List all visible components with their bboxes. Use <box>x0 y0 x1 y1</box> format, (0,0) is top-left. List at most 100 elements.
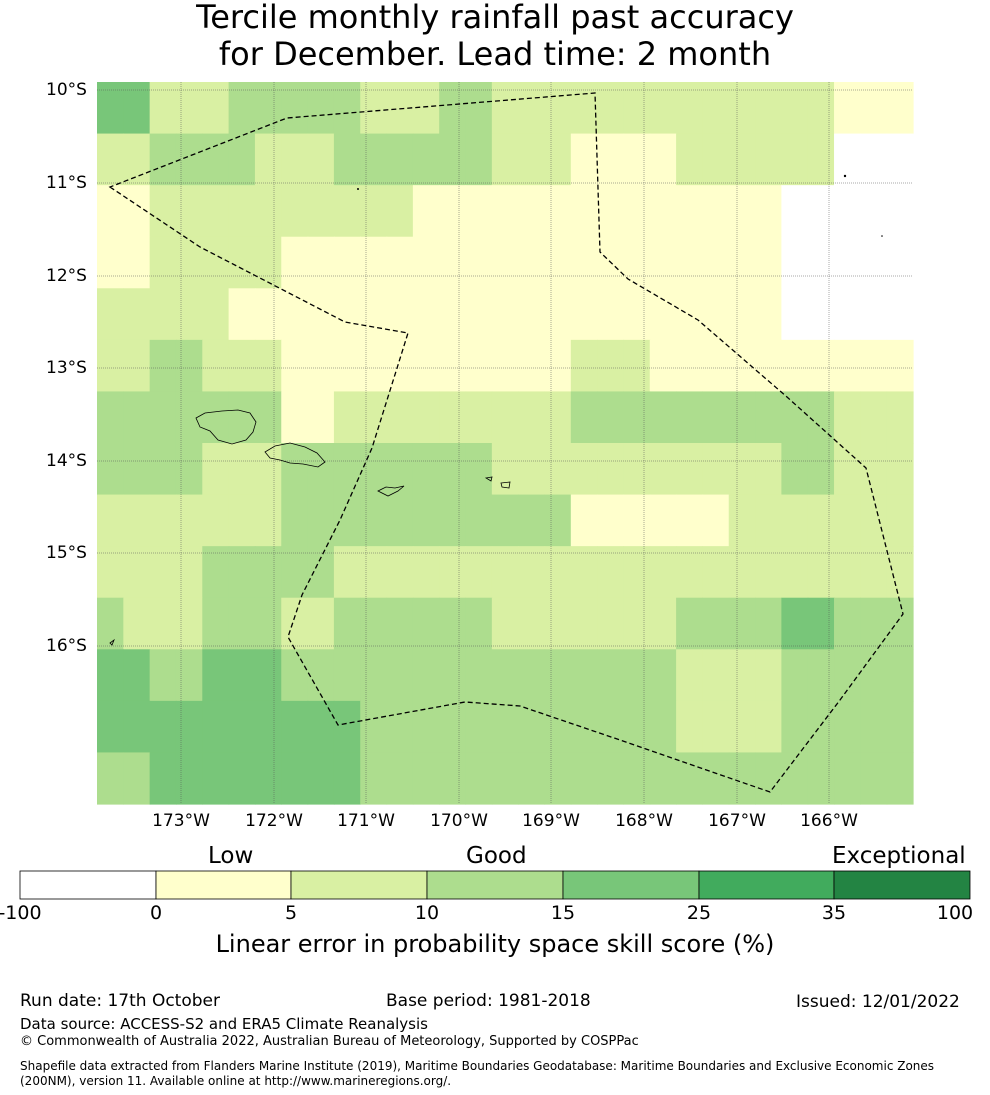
lon-label: 169°W <box>522 811 580 831</box>
grid-cell <box>97 649 124 702</box>
grid-cell <box>307 700 335 754</box>
lat-label: 14°S <box>46 451 87 471</box>
grid-cell <box>702 700 730 754</box>
grid-cell <box>860 546 888 599</box>
grid-cell <box>544 288 572 341</box>
grid-cell <box>728 133 756 186</box>
grid-cell <box>518 649 546 702</box>
grid-cell <box>307 752 335 805</box>
colorbar-tick: 10 <box>414 902 440 924</box>
grid-cell <box>860 288 888 341</box>
grid-cell <box>228 339 256 393</box>
grid-cell <box>886 236 914 289</box>
grid-cell <box>834 82 861 135</box>
grid-cell <box>465 597 493 650</box>
grid-cell <box>175 752 203 805</box>
grid-cell <box>202 82 230 135</box>
grid-cell <box>439 288 467 341</box>
grid-cell <box>886 494 914 547</box>
grid-cell <box>439 339 467 393</box>
grid-cell <box>149 185 177 238</box>
grid-cell <box>728 391 756 444</box>
grid-cell <box>228 133 256 186</box>
grid-cell <box>570 288 598 341</box>
grid-cell <box>360 700 388 754</box>
grid-cell <box>491 82 519 135</box>
grid-cell <box>202 339 230 393</box>
grid-cell <box>491 546 519 599</box>
grid-cell <box>254 236 282 289</box>
grid-cell <box>676 494 704 547</box>
grid-cell <box>228 546 256 599</box>
grid-cell <box>412 185 440 238</box>
lat-label: 15°S <box>46 543 87 563</box>
grid-cell <box>597 133 625 186</box>
colorbar-segment <box>833 870 971 900</box>
chart-title-line1: Tercile monthly rainfall past accuracy <box>196 0 794 36</box>
grid-cell <box>465 391 493 444</box>
grid-cell <box>386 185 414 238</box>
grid-cell <box>412 82 440 135</box>
grid-cell <box>623 391 651 444</box>
grid-cell <box>386 494 414 547</box>
grid-cell <box>228 752 256 805</box>
grid-cell <box>623 339 651 393</box>
grid-cell <box>623 752 651 805</box>
islet-c <box>109 638 115 646</box>
grid-cell <box>570 649 598 702</box>
grid-cell <box>465 752 493 805</box>
grid-cell <box>649 391 677 444</box>
grid-cell <box>834 752 861 805</box>
grid-cell <box>860 82 888 135</box>
grid-cell <box>649 339 677 393</box>
colorbar-tick: 15 <box>550 902 576 924</box>
grid-cell <box>623 443 651 496</box>
grid-cell <box>202 185 230 238</box>
grid-cell <box>202 288 230 341</box>
grid-cell <box>360 443 388 496</box>
savaii-island <box>195 409 257 445</box>
grid-cell <box>728 288 756 341</box>
grid-cell <box>544 546 572 599</box>
grid-cell <box>149 494 177 547</box>
grid-cell <box>728 546 756 599</box>
grid-cell <box>886 82 914 135</box>
grid-cell <box>333 133 361 186</box>
grid-cell <box>781 443 809 496</box>
grid-cell <box>676 700 704 754</box>
grid-cell <box>491 185 519 238</box>
grid-cell <box>149 391 177 444</box>
grid-cell <box>412 700 440 754</box>
grid-cell <box>465 339 493 393</box>
grid-cell <box>781 82 809 135</box>
grid-cell <box>518 339 546 393</box>
grid-cell <box>123 236 151 289</box>
grid-cell <box>570 236 598 289</box>
grid-cell <box>518 443 546 496</box>
colorbar-segment <box>698 870 835 900</box>
grid-cell <box>412 546 440 599</box>
grid-cell <box>149 752 177 805</box>
grid-cell <box>412 494 440 547</box>
grid-cell <box>254 649 282 702</box>
lon-label: 172°W <box>245 811 303 831</box>
lon-label: 171°W <box>337 811 395 831</box>
swains-island <box>357 188 359 190</box>
colorbar-tick: 25 <box>686 902 712 924</box>
grid-cell <box>333 82 361 135</box>
grid-cell <box>649 649 677 702</box>
grid-cell <box>254 443 282 496</box>
grid-cell <box>834 185 861 238</box>
grid-cell <box>544 339 572 393</box>
grid-cell <box>386 339 414 393</box>
grid-cell <box>544 494 572 547</box>
grid-cell <box>728 82 756 135</box>
grid-cell <box>149 236 177 289</box>
grid-cell <box>623 133 651 186</box>
grid-cell <box>518 236 546 289</box>
grid-cell <box>834 391 861 444</box>
grid-cell <box>597 649 625 702</box>
grid-cell <box>781 546 809 599</box>
grid-cell <box>728 494 756 547</box>
grid-cell <box>360 133 388 186</box>
